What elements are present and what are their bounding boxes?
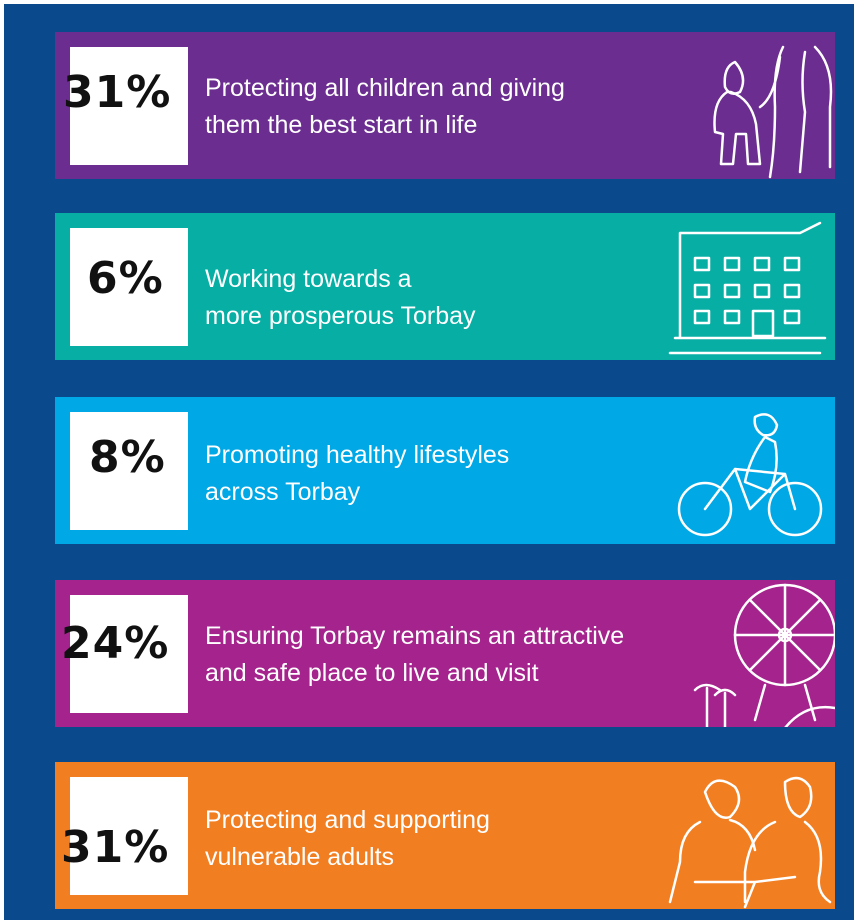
description: Ensuring Torbay remains an attractive and… — [205, 618, 624, 692]
percent: 31% — [61, 822, 170, 873]
percent-box — [70, 412, 188, 530]
description-line: more prosperous Torbay — [205, 302, 476, 330]
icon — [665, 32, 835, 179]
percent-box — [70, 228, 188, 346]
description-line: Working towards a — [205, 265, 412, 293]
description-line: across Torbay — [205, 478, 361, 506]
description-line: Ensuring Torbay remains an attractive — [205, 622, 625, 650]
illustration — [713, 45, 833, 179]
panel: 31% Protecting and supporting vulnerable a… — [55, 762, 835, 909]
icon — [665, 580, 835, 727]
description: Protecting and supporting vulnerable adul… — [205, 802, 490, 876]
description: Working towards a more prosperous Torbay — [205, 261, 476, 335]
icon — [665, 213, 835, 360]
percent: 8% — [89, 432, 166, 483]
icon — [665, 397, 835, 544]
panel: 8% Promoting healthy lifestyles across Tor… — [55, 397, 835, 544]
description: Protecting all children and giving them t… — [205, 70, 565, 144]
percent-box — [70, 777, 188, 895]
illustration — [668, 776, 832, 909]
infographic: 31% Protecting all children and giving the… — [4, 4, 854, 920]
panel: 6% Working towards a more prosperous Torba… — [55, 213, 835, 360]
description-line: Protecting all children and giving — [205, 74, 565, 102]
percent: 31% — [63, 67, 172, 118]
percent-box — [70, 47, 188, 165]
description-line: Promoting healthy lifestyles — [205, 441, 510, 469]
icon — [665, 762, 835, 909]
illustration — [677, 413, 823, 537]
description-line: them the best start in life — [205, 111, 478, 139]
illustration — [693, 583, 835, 727]
panel: 24% Ensuring Torbay remains an attractive… — [55, 580, 835, 727]
percent: 6% — [87, 253, 164, 304]
illustration — [668, 221, 827, 355]
panel: 31% Protecting all children and giving the… — [55, 32, 835, 179]
description-line: vulnerable adults — [205, 843, 395, 871]
description: Promoting healthy lifestyles across Torba… — [205, 437, 509, 511]
description-line: Protecting and supporting — [205, 806, 490, 834]
percent: 24% — [61, 618, 170, 669]
description-line: and safe place to live and visit — [205, 659, 539, 687]
percent-box — [70, 595, 188, 713]
